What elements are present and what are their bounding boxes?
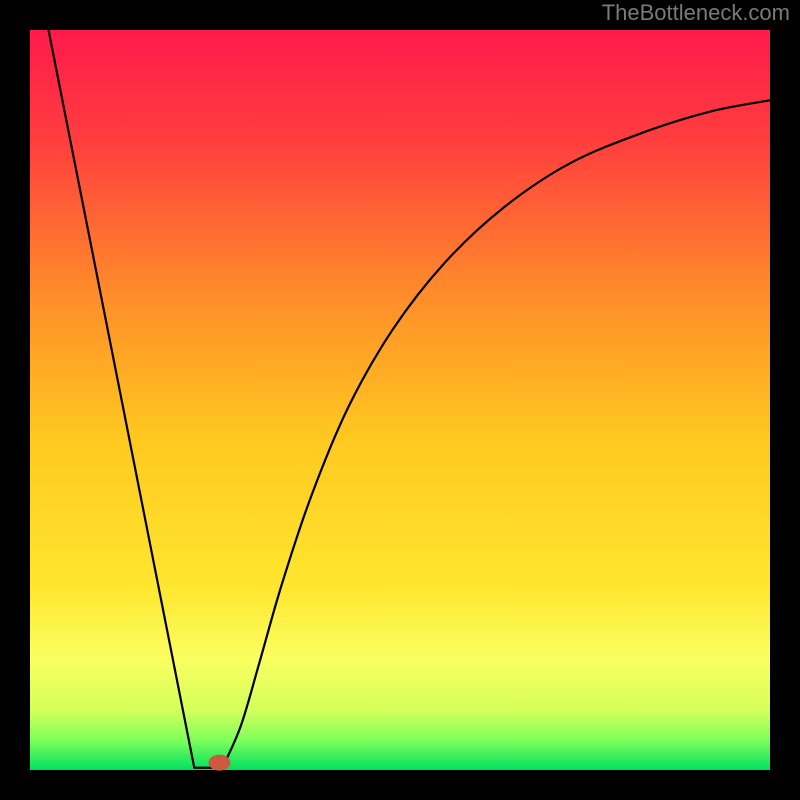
- chart-container: TheBottleneck.com: [0, 0, 800, 800]
- valley-marker: [208, 755, 230, 771]
- bottleneck-curve-plot: [0, 0, 800, 800]
- gradient-background: [30, 30, 770, 770]
